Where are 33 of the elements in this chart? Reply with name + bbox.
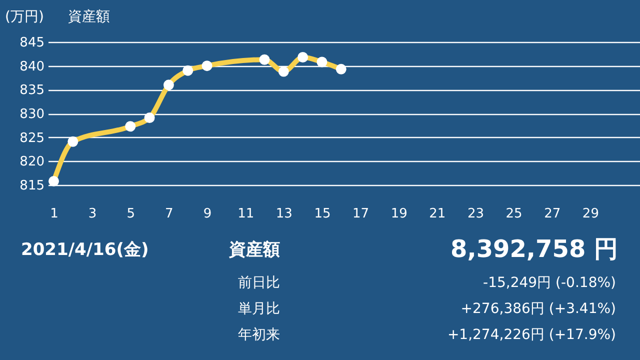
x-tick-label: 11 — [238, 206, 254, 222]
x-tick-label: 17 — [352, 206, 370, 222]
text: +276,386円 (+3.41%) — [460, 301, 616, 317]
text: +1,274,226円 (+17.9%) — [447, 327, 616, 343]
x-tick-label: 29 — [582, 206, 599, 222]
x-tick-label: 3 — [88, 206, 97, 222]
y-tick-label: 815 — [20, 178, 44, 194]
text: 資産額 — [228, 240, 280, 260]
x-tick-label: 1 — [50, 206, 58, 222]
x-tick-label: 21 — [429, 206, 446, 222]
y-tick-label: 840 — [20, 59, 44, 74]
text: 8,392,758 円 — [450, 235, 618, 263]
y-tick-label: 820 — [20, 154, 44, 170]
text: -15,249円 (-0.18%) — [483, 275, 616, 291]
x-tick-label: 13 — [276, 206, 292, 222]
y-tick-label: 835 — [20, 83, 44, 98]
y-tick-label: 830 — [20, 107, 44, 122]
text: 年初来 — [238, 327, 280, 343]
x-tick-label: 27 — [544, 206, 561, 222]
x-tick-label: 19 — [390, 206, 408, 222]
x-tick-label: 9 — [203, 206, 212, 222]
x-tick-label: 23 — [467, 206, 484, 222]
y-tick-label: 825 — [20, 130, 44, 146]
text: 単月比 — [238, 301, 280, 317]
x-tick-label: 15 — [314, 206, 331, 222]
x-tick-label: 5 — [126, 206, 136, 222]
text: 前日比 — [238, 275, 280, 291]
x-tick-label: 25 — [506, 206, 522, 222]
text: 2021/4/16(金) — [21, 240, 149, 260]
y-tick-label: 845 — [20, 36, 44, 50]
chart-title: 資産額 — [68, 9, 110, 25]
x-tick-label: 7 — [165, 206, 174, 222]
y-axis-title: (万円) — [5, 9, 44, 25]
